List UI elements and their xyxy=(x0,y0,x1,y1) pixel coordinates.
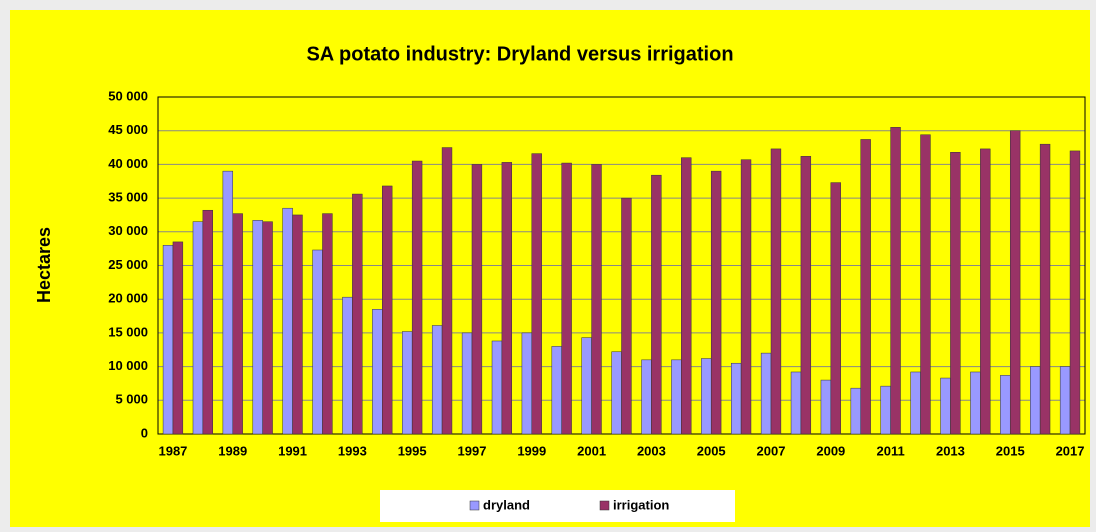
bar xyxy=(162,245,174,435)
x-tick-label: 2017 xyxy=(1056,443,1085,458)
bar xyxy=(880,385,891,435)
bar xyxy=(591,164,602,435)
bar xyxy=(282,207,293,435)
bar xyxy=(701,358,712,435)
y-tick-label: 10 000 xyxy=(108,358,148,373)
chart-title: SA potato industry: Dryland versus irrig… xyxy=(306,43,733,65)
bar xyxy=(372,309,383,435)
bar xyxy=(1030,366,1041,435)
x-tick-label: 1999 xyxy=(517,443,546,458)
bar xyxy=(980,148,991,435)
legend-swatch xyxy=(599,500,610,511)
legend-label: irrigation xyxy=(613,497,669,512)
bar xyxy=(172,241,184,435)
bar xyxy=(970,371,981,435)
x-tick-label: 2009 xyxy=(816,443,845,458)
bar xyxy=(382,185,393,435)
y-tick-label: 20 000 xyxy=(108,291,148,306)
x-tick-label: 2003 xyxy=(637,443,666,458)
x-tick-label: 1995 xyxy=(398,443,427,458)
bar xyxy=(232,213,243,435)
bar xyxy=(1069,150,1081,435)
bar xyxy=(1009,130,1021,435)
x-tick-label: 1993 xyxy=(338,443,367,458)
bar xyxy=(292,214,303,435)
y-tick-label: 5 000 xyxy=(115,392,148,407)
bar xyxy=(431,325,443,435)
bar xyxy=(940,377,951,435)
x-tick-label: 1987 xyxy=(158,443,187,458)
bar xyxy=(1059,366,1071,435)
bar xyxy=(561,162,572,435)
bar xyxy=(342,296,353,435)
bar xyxy=(800,156,812,435)
panel xyxy=(10,10,1090,527)
bar xyxy=(531,153,542,435)
bar xyxy=(312,249,323,435)
bar xyxy=(621,197,632,435)
bar xyxy=(641,359,652,435)
bar xyxy=(820,379,832,435)
bar xyxy=(322,213,333,435)
bar xyxy=(760,352,772,435)
bar xyxy=(581,337,592,435)
y-tick-label: 30 000 xyxy=(108,223,148,238)
bar xyxy=(830,182,841,435)
legend xyxy=(380,490,735,522)
bar xyxy=(730,362,742,435)
bar xyxy=(770,148,782,435)
y-axis-label: Hectares xyxy=(34,227,54,303)
y-tick-label: 40 000 xyxy=(108,156,148,171)
y-tick-label: 25 000 xyxy=(108,257,148,272)
bar xyxy=(202,209,213,435)
bar xyxy=(551,346,562,435)
bar xyxy=(521,332,533,435)
bar xyxy=(411,160,423,435)
x-tick-label: 2007 xyxy=(757,443,786,458)
legend-swatch xyxy=(469,500,480,511)
x-tick-label: 2001 xyxy=(577,443,606,458)
bar xyxy=(671,359,682,435)
bar xyxy=(501,162,513,435)
bar xyxy=(471,164,483,435)
bar xyxy=(262,221,273,435)
bar xyxy=(352,193,363,435)
bar xyxy=(1000,375,1011,435)
bar xyxy=(252,220,263,435)
bar xyxy=(890,127,901,435)
bar xyxy=(651,174,662,435)
bar xyxy=(850,387,861,435)
bar xyxy=(681,157,692,435)
y-tick-label: 50 000 xyxy=(108,88,148,103)
x-tick-label: 2005 xyxy=(697,443,726,458)
x-tick-label: 2011 xyxy=(877,443,905,458)
bar xyxy=(790,371,802,435)
bar xyxy=(950,152,961,435)
bar xyxy=(860,139,871,435)
bar xyxy=(740,159,752,435)
x-tick-label: 2013 xyxy=(936,443,965,458)
bar xyxy=(491,340,503,435)
y-tick-label: 15 000 xyxy=(108,324,148,339)
legend-label: dryland xyxy=(483,497,530,512)
bar xyxy=(611,351,622,435)
bar xyxy=(461,332,473,435)
x-tick-label: 2015 xyxy=(996,443,1025,458)
bar xyxy=(402,331,413,435)
y-tick-label: 45 000 xyxy=(108,122,148,137)
bar xyxy=(920,134,931,435)
bar xyxy=(441,147,453,435)
x-tick-label: 1997 xyxy=(458,443,487,458)
y-tick-label: 35 000 xyxy=(108,190,148,205)
bar xyxy=(710,170,722,435)
bar xyxy=(192,221,204,435)
x-tick-label: 1991 xyxy=(278,443,307,458)
bar xyxy=(1039,143,1051,435)
x-tick-label: 1989 xyxy=(218,443,247,458)
y-tick-label: 0 xyxy=(141,425,148,440)
bar xyxy=(222,170,234,435)
bar xyxy=(910,371,921,435)
